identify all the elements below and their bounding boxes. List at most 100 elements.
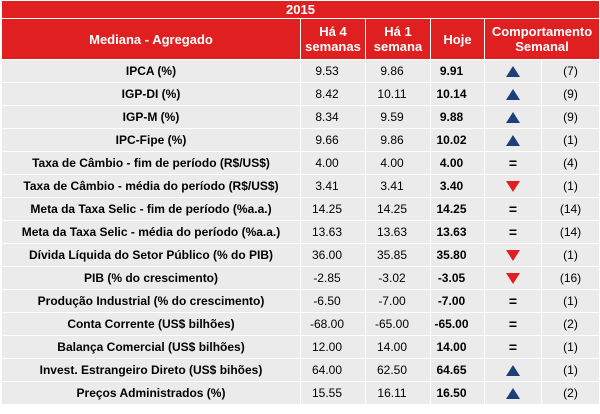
value-today: 13.63 <box>430 220 485 244</box>
year-label: 2015 <box>0 0 600 19</box>
weeks-count: (4) <box>540 151 600 175</box>
value-4-weeks-ago: 9.53 <box>300 59 366 83</box>
trend-cell <box>484 381 542 405</box>
value-4-weeks-ago: 3.41 <box>300 174 366 198</box>
value-today: 16.50 <box>430 381 485 405</box>
value-1-week-ago: 62.50 <box>365 358 431 382</box>
table-row: Balança Comercial (US$ bilhões) 12.00 14.0… <box>1 335 600 359</box>
triangle-up-icon <box>506 135 520 147</box>
table-row: Produção Industrial (% do crescimento) -6… <box>1 289 600 313</box>
row-label: Conta Corrente (US$ bilhões) <box>1 312 301 336</box>
trend-cell <box>484 82 542 106</box>
triangle-down-icon <box>506 273 520 285</box>
value-today: 35.80 <box>430 243 485 267</box>
weeks-count: (1) <box>540 335 600 359</box>
triangle-down-icon <box>506 250 520 262</box>
equals-icon: = <box>508 155 518 171</box>
value-today: 14.00 <box>430 335 485 359</box>
row-label: Meta da Taxa Selic - média do período (%… <box>1 220 301 244</box>
value-1-week-ago: -3.02 <box>365 266 431 290</box>
value-1-week-ago: 14.00 <box>365 335 431 359</box>
value-4-weeks-ago: 12.00 <box>300 335 366 359</box>
value-4-weeks-ago: 15.55 <box>300 381 366 405</box>
value-today: -3.05 <box>430 266 485 290</box>
value-1-week-ago: 3.41 <box>365 174 431 198</box>
table-row: Taxa de Câmbio - fim de período (R$/US$)… <box>1 151 600 175</box>
row-label: Taxa de Câmbio - média do período (R$/US… <box>1 174 301 198</box>
header-label-col: Mediana - Agregado <box>1 18 301 60</box>
header-1-week-line2: semana <box>373 39 423 54</box>
table-row: IPCA (%) 9.53 9.86 9.91 (7) <box>1 59 600 83</box>
trend-cell: = <box>484 335 542 359</box>
value-1-week-ago: 9.59 <box>365 105 431 129</box>
table-row: IPC-Fipe (%) 9.66 9.86 10.02 (1) <box>1 128 600 152</box>
triangle-up-icon <box>506 66 520 78</box>
value-today: 3.40 <box>430 174 485 198</box>
weeks-count: (2) <box>540 381 600 405</box>
weeks-count: (1) <box>540 243 600 267</box>
value-1-week-ago: 13.63 <box>365 220 431 244</box>
trend-cell <box>484 243 542 267</box>
trend-cell <box>484 105 542 129</box>
header-4-weeks: Há 4 semanas <box>300 18 366 60</box>
value-today: 10.02 <box>430 128 485 152</box>
row-label: PIB (% do crescimento) <box>1 266 301 290</box>
row-label: Taxa de Câmbio - fim de período (R$/US$) <box>1 151 301 175</box>
value-4-weeks-ago: 8.42 <box>300 82 366 106</box>
value-1-week-ago: 4.00 <box>365 151 431 175</box>
value-1-week-ago: 10.11 <box>365 82 431 106</box>
value-4-weeks-ago: 14.25 <box>300 197 366 221</box>
value-today: 9.91 <box>430 59 485 83</box>
row-label: IPC-Fipe (%) <box>1 128 301 152</box>
value-1-week-ago: -65.00 <box>365 312 431 336</box>
table-row: Dívida Líquida do Setor Público (% do PI… <box>1 243 600 267</box>
row-label: Balança Comercial (US$ bilhões) <box>1 335 301 359</box>
table-row: PIB (% do crescimento) -2.85 -3.02 -3.05 (16… <box>1 266 600 290</box>
trend-cell <box>484 59 542 83</box>
value-4-weeks-ago: 13.63 <box>300 220 366 244</box>
table-row: Conta Corrente (US$ bilhões) -68.00 -65.00… <box>1 312 600 336</box>
triangle-up-icon <box>506 365 520 377</box>
header-weekly-behavior: Comportamento Semanal <box>483 18 600 60</box>
trend-cell: = <box>484 312 542 336</box>
value-4-weeks-ago: 8.34 <box>300 105 366 129</box>
row-label: Dívida Líquida do Setor Público (% do PI… <box>1 243 301 267</box>
weeks-count: (7) <box>540 59 600 83</box>
weeks-count: (1) <box>540 128 600 152</box>
weeks-count: (1) <box>540 358 600 382</box>
value-today: 4.00 <box>430 151 485 175</box>
weeks-count: (1) <box>540 174 600 198</box>
value-1-week-ago: 16.11 <box>365 381 431 405</box>
value-today: -65.00 <box>430 312 485 336</box>
equals-icon: = <box>508 316 518 332</box>
equals-icon: = <box>508 293 518 309</box>
row-label: IGP-M (%) <box>1 105 301 129</box>
header-today: Hoje <box>430 18 485 60</box>
trend-cell <box>484 174 542 198</box>
trend-cell <box>484 128 542 152</box>
header-1-week: Há 1 semana <box>365 18 431 60</box>
weeks-count: (1) <box>540 289 600 313</box>
trend-cell: = <box>484 151 542 175</box>
value-today: 14.25 <box>430 197 485 221</box>
value-today: 9.88 <box>430 105 485 129</box>
header-4-weeks-line1: Há 4 <box>319 24 347 39</box>
value-1-week-ago: 14.25 <box>365 197 431 221</box>
weeks-count: (14) <box>540 220 600 244</box>
value-1-week-ago: 35.85 <box>365 243 431 267</box>
row-label: Produção Industrial (% do crescimento) <box>1 289 301 313</box>
header-behavior-line2: Semanal <box>515 39 569 54</box>
table-row: Taxa de Câmbio - média do período (R$/US… <box>1 174 600 198</box>
weeks-count: (9) <box>540 82 600 106</box>
triangle-up-icon <box>506 388 520 400</box>
row-label: Invest. Estrangeiro Direto (US$ bihões) <box>1 358 301 382</box>
trend-cell: = <box>484 289 542 313</box>
triangle-up-icon <box>506 112 520 124</box>
equals-icon: = <box>508 224 518 240</box>
focus-report-table: 2015 Mediana - Agregado Há 4 semanas Há 1… <box>0 0 600 405</box>
value-4-weeks-ago: 9.66 <box>300 128 366 152</box>
value-4-weeks-ago: -68.00 <box>300 312 366 336</box>
table-row: Invest. Estrangeiro Direto (US$ bihões) 6… <box>1 358 600 382</box>
header-behavior-line1: Comportamento <box>491 24 593 39</box>
table-row: IGP-M (%) 8.34 9.59 9.88 (9) <box>1 105 600 129</box>
